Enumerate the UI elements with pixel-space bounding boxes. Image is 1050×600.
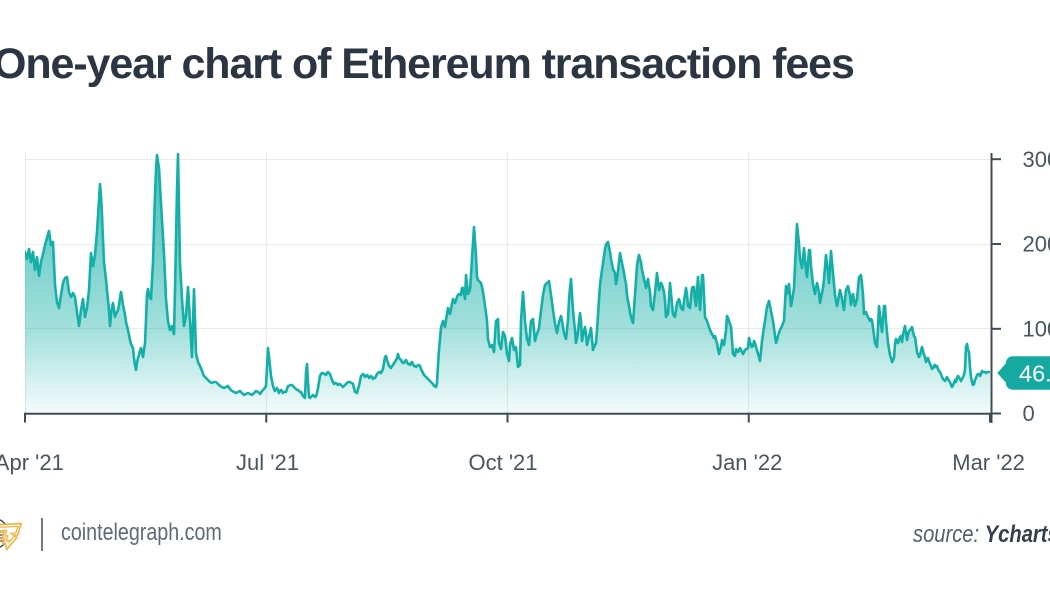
- svg-text:300: 300: [1023, 147, 1050, 172]
- svg-text:Jan '22: Jan '22: [712, 450, 782, 475]
- svg-text:Apr '21: Apr '21: [0, 450, 64, 475]
- svg-text:Mar '22: Mar '22: [952, 450, 1025, 475]
- svg-text:100: 100: [1023, 316, 1050, 341]
- svg-text:200: 200: [1023, 232, 1050, 257]
- svg-text:Oct '21: Oct '21: [468, 450, 537, 475]
- svg-text:Jul '21: Jul '21: [236, 450, 299, 475]
- svg-text:46.9: 46.9: [1019, 361, 1050, 387]
- svg-text:0: 0: [1023, 401, 1035, 426]
